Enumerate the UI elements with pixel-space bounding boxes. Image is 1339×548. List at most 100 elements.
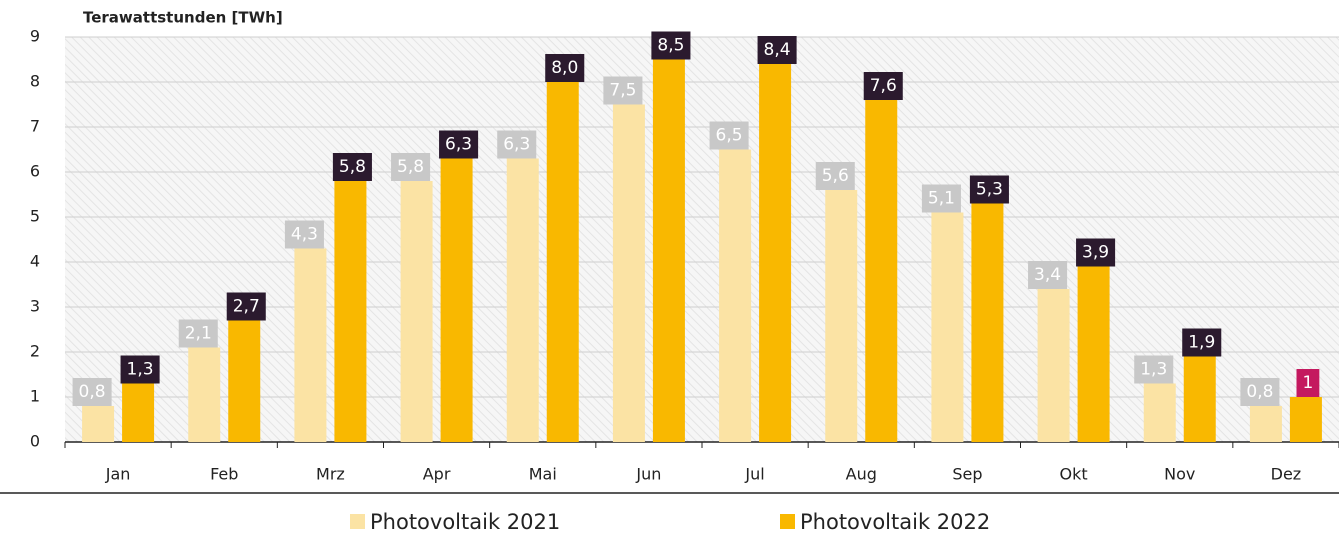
value-label-box	[72, 378, 112, 406]
x-tick-label: Jul	[744, 465, 764, 484]
value-label: 7,6	[870, 76, 897, 96]
x-tick-label: Jan	[105, 465, 131, 484]
bar	[1037, 289, 1070, 442]
value-label-box	[284, 220, 324, 249]
value-label: 5,8	[397, 157, 424, 177]
y-tick-label: 7	[30, 117, 40, 136]
chart-title: Terawattstunden [TWh]	[83, 9, 283, 27]
value-label-box	[497, 130, 537, 159]
value-label: 7,5	[609, 81, 636, 101]
bar	[506, 158, 539, 442]
bar	[440, 158, 473, 442]
value-label-box	[815, 162, 855, 190]
value-label-box	[651, 31, 691, 60]
value-label-box	[757, 36, 797, 64]
value-label: 5,1	[928, 189, 955, 209]
bar	[971, 203, 1004, 442]
x-tick-label: Jun	[635, 465, 661, 484]
value-label: 6,3	[503, 135, 530, 155]
value-label: 1,3	[1140, 360, 1167, 380]
y-tick-label: 1	[30, 387, 40, 406]
value-label: 5,8	[339, 157, 366, 177]
value-label: 0,8	[79, 382, 106, 402]
bar	[825, 190, 858, 442]
bar	[228, 320, 261, 442]
legend-swatch	[350, 514, 365, 529]
value-label-box	[1296, 369, 1320, 397]
value-label-box	[1240, 378, 1280, 406]
legend-swatch	[780, 514, 795, 529]
value-label-box	[603, 76, 643, 105]
value-label: 6,5	[716, 126, 743, 146]
bar	[759, 64, 792, 442]
value-label: 5,6	[822, 166, 849, 186]
value-label: 2,1	[185, 324, 212, 344]
legend-label: Photovoltaik 2021	[370, 510, 560, 534]
value-label-box	[921, 184, 961, 213]
value-label: 3,4	[1034, 265, 1061, 285]
y-tick-label: 0	[30, 432, 40, 451]
y-tick-label: 8	[30, 72, 40, 91]
value-label-box	[332, 153, 372, 181]
x-tick-label: Feb	[210, 465, 238, 484]
x-tick-label: Apr	[423, 465, 451, 484]
value-label: 1,3	[127, 360, 154, 380]
value-label-box	[178, 319, 218, 348]
bar	[1289, 397, 1322, 442]
bar	[612, 104, 645, 442]
bar	[719, 149, 752, 442]
value-label: 8,0	[551, 58, 578, 78]
bar	[1183, 356, 1216, 442]
value-label-box	[439, 130, 479, 159]
value-label: 0,8	[1246, 382, 1273, 402]
value-label: 2,7	[233, 297, 260, 317]
value-label-box	[226, 292, 266, 321]
value-label-box	[709, 121, 749, 150]
bar	[1077, 266, 1110, 442]
bar	[294, 248, 327, 442]
value-label-box	[1076, 238, 1116, 267]
x-tick-label: Okt	[1060, 465, 1088, 484]
value-label: 8,4	[764, 40, 791, 60]
value-label-box	[391, 153, 431, 181]
x-tick-label: Sep	[952, 465, 982, 484]
value-label: 1,9	[1188, 333, 1215, 353]
y-tick-label: 4	[30, 252, 40, 271]
value-label-box	[969, 175, 1009, 204]
x-tick-label: Mai	[529, 465, 557, 484]
value-label-box	[863, 72, 903, 100]
bar	[82, 406, 115, 442]
value-label: 1	[1303, 373, 1314, 393]
bar	[546, 82, 579, 442]
y-tick-label: 6	[30, 162, 40, 181]
bar	[652, 59, 685, 442]
x-tick-label: Mrz	[316, 465, 345, 484]
value-label: 3,9	[1082, 243, 1109, 263]
y-tick-label: 9	[30, 27, 40, 46]
value-label: 4,3	[291, 225, 318, 245]
x-tick-label: Dez	[1271, 465, 1302, 484]
x-tick-label: Aug	[846, 465, 877, 484]
value-label-box	[1028, 261, 1068, 289]
bar	[1143, 383, 1176, 442]
value-label: 5,3	[976, 180, 1003, 200]
bar	[188, 347, 221, 442]
value-label: 8,5	[657, 36, 684, 56]
value-label-box	[545, 54, 585, 82]
bar	[1249, 406, 1282, 442]
y-tick-label: 3	[30, 297, 40, 316]
value-label-box	[120, 355, 160, 384]
y-tick-label: 5	[30, 207, 40, 226]
bar	[122, 383, 155, 442]
value-label: 6,3	[445, 135, 472, 155]
value-label-box	[1182, 328, 1222, 357]
bar	[400, 181, 433, 442]
y-tick-label: 2	[30, 342, 40, 361]
legend-label: Photovoltaik 2022	[800, 510, 990, 534]
x-tick-label: Nov	[1164, 465, 1195, 484]
bar	[334, 181, 367, 442]
bar	[931, 212, 964, 442]
bar	[865, 100, 898, 442]
plot-background	[65, 37, 1339, 442]
